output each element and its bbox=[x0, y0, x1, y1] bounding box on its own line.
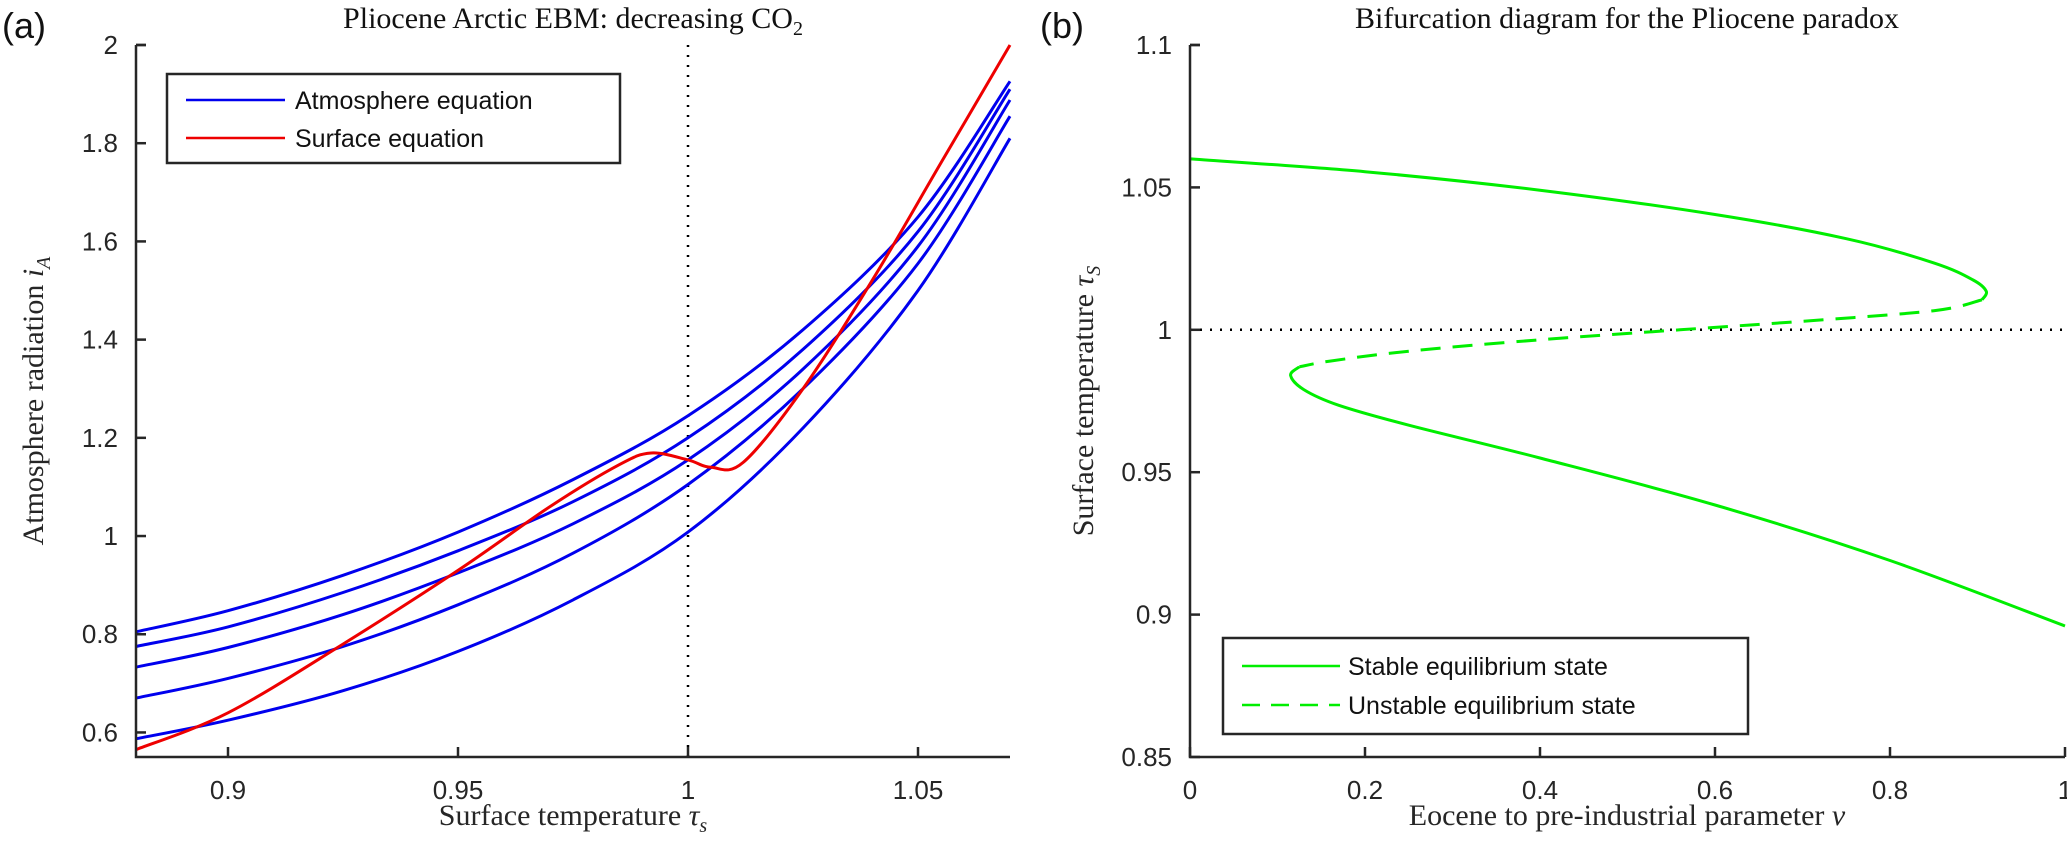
y-tick-label-a: 1.8 bbox=[82, 128, 118, 158]
plot-area-b: Stable equilibrium state (upper branch)U… bbox=[1189, 157, 2066, 628]
legend-b-label-stable: Stable equilibrium state bbox=[1348, 653, 1608, 681]
y-tick-label-a: 0.8 bbox=[82, 619, 118, 649]
x-tick-label-b: 0 bbox=[1183, 775, 1197, 805]
panel-label-b: (b) bbox=[1040, 5, 1084, 46]
y-tick-label-b: 1 bbox=[1158, 315, 1172, 345]
legend-b-label-unstable: Unstable equilibrium state bbox=[1348, 692, 1636, 720]
y-tick-label-a: 1.2 bbox=[82, 423, 118, 453]
y-tick-label-b: 0.9 bbox=[1136, 600, 1172, 630]
x-tick-label-b: 1 bbox=[2058, 775, 2067, 805]
legend-a-box bbox=[165, 72, 622, 165]
chart-title-a: Pliocene Arctic EBM: decreasing CO2 bbox=[343, 2, 803, 40]
series-line-b-2: Stable equilibrium state (lower branch) bbox=[1289, 365, 2066, 628]
x-tick-label-a: 0.9 bbox=[210, 775, 246, 805]
series-line-a-1: Atmosphere equation 2 bbox=[135, 88, 1012, 648]
y-axis-label-b-symbol: τ bbox=[1067, 274, 1100, 286]
x-axis-label-a-text: Surface temperature bbox=[439, 799, 689, 832]
series-line-a-2: Atmosphere equation 3 bbox=[135, 99, 1012, 669]
y-axis-label-b: Surface temperature τS bbox=[1067, 266, 1105, 537]
x-tick-label-a: 0.95 bbox=[433, 775, 484, 805]
series-line-b-1: Unstable equilibrium state bbox=[1299, 298, 1983, 369]
y-tick-label-b: 0.95 bbox=[1121, 457, 1172, 487]
x-axis-label-a-symbol: τ bbox=[689, 799, 701, 832]
x-tick-label-b: 0.4 bbox=[1522, 775, 1558, 805]
y-axis-label-a-text: Atmosphere radiation bbox=[17, 277, 50, 545]
y-axis-label-b-text: Surface temperature bbox=[1067, 286, 1100, 536]
x-axis-label-b-text: Eocene to pre-industrial parameter bbox=[1409, 799, 1832, 832]
x-axis-label-b-symbol: ν bbox=[1832, 799, 1846, 832]
series-line-b-0: Stable equilibrium state (upper branch) bbox=[1189, 157, 1989, 301]
y-axis-label-a-symbol: i bbox=[17, 269, 50, 277]
x-tick-label-b: 0.2 bbox=[1347, 775, 1383, 805]
panel-label-a: (a) bbox=[2, 5, 46, 46]
x-tick-label-b: 0.8 bbox=[1872, 775, 1908, 805]
y-tick-label-a: 1 bbox=[104, 521, 118, 551]
x-axis-label-b: Eocene to pre-industrial parameter ν bbox=[1409, 799, 1846, 832]
chart-title-b: Bifurcation diagram for the Pliocene par… bbox=[1355, 2, 1899, 35]
chart-title-a-subscript: 2 bbox=[793, 18, 803, 40]
x-axis-label-a-subscript: s bbox=[699, 815, 707, 837]
series-line-a-3: Atmosphere equation 4 bbox=[135, 115, 1012, 700]
y-tick-label-a: 1.6 bbox=[82, 226, 118, 256]
legend-b: Stable equilibrium state Unstable equili… bbox=[1221, 636, 1750, 736]
ticks-b: 0 0.2 0.4 0.6 0.8 1 0.85 0.9 0.95 1 1.05 1.1 bbox=[1121, 30, 2067, 805]
series-line-a-5: Surface equation bbox=[135, 44, 1012, 751]
x-tick-label-a: 1 bbox=[681, 775, 695, 805]
legend-b-box bbox=[1221, 636, 1750, 736]
y-tick-label-a: 2 bbox=[104, 30, 118, 60]
y-tick-label-a: 0.6 bbox=[82, 717, 118, 747]
y-axis-label-a: Atmosphere radiation iA bbox=[17, 256, 55, 546]
y-tick-label-a: 1.4 bbox=[82, 325, 118, 355]
y-tick-label-b: 0.85 bbox=[1121, 742, 1172, 772]
x-axis-label-a: Surface temperature τs bbox=[439, 799, 708, 837]
series-line-a-4: Atmosphere equation (lowest CO2) bbox=[135, 137, 1012, 741]
panel-b: (b) Bifurcation diagram for the Pliocene… bbox=[1040, 2, 2067, 832]
panel-a: (a) Pliocene Arctic EBM: decreasing CO2 … bbox=[2, 2, 1012, 837]
y-tick-label-b: 1.05 bbox=[1121, 172, 1172, 202]
legend-a-label-surface: Surface equation bbox=[295, 125, 484, 153]
plot-area-a: Atmosphere equation (highest CO2)Atmosph… bbox=[135, 44, 1012, 757]
axes-a bbox=[134, 45, 1010, 759]
x-tick-label-b: 0.6 bbox=[1697, 775, 1733, 805]
legend-a-label-atmosphere: Atmosphere equation bbox=[295, 87, 533, 115]
x-tick-label-a: 1.05 bbox=[893, 775, 944, 805]
chart-title-a-text: Pliocene Arctic EBM: decreasing CO bbox=[343, 2, 793, 35]
legend-a: Atmosphere equation Surface equation bbox=[165, 72, 622, 165]
y-axis-label-a-subscript: A bbox=[33, 256, 55, 271]
ticks-a: 0.9 0.95 1 1.05 0.6 0.8 1 1.2 1.4 1.6 1.8 2 bbox=[82, 30, 943, 805]
y-axis-label-b-subscript: S bbox=[1083, 266, 1105, 276]
y-tick-label-b: 1.1 bbox=[1136, 30, 1172, 60]
